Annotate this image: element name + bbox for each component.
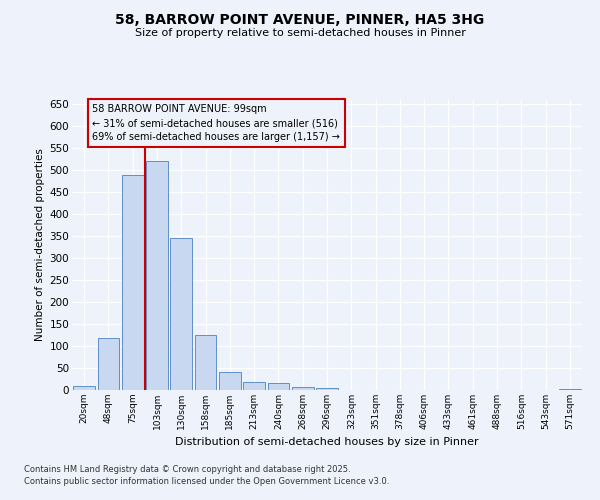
Y-axis label: Number of semi-detached properties: Number of semi-detached properties [35, 148, 46, 342]
X-axis label: Distribution of semi-detached houses by size in Pinner: Distribution of semi-detached houses by … [175, 438, 479, 448]
Bar [559, 388, 581, 390]
Bar [268, 384, 289, 390]
Text: Size of property relative to semi-detached houses in Pinner: Size of property relative to semi-detach… [134, 28, 466, 38]
Bar [194, 334, 217, 390]
Bar [97, 338, 119, 390]
Text: Contains public sector information licensed under the Open Government Licence v3: Contains public sector information licen… [24, 476, 389, 486]
Bar [219, 372, 241, 390]
Text: 58 BARROW POINT AVENUE: 99sqm
← 31% of semi-detached houses are smaller (516)
69: 58 BARROW POINT AVENUE: 99sqm ← 31% of s… [92, 104, 340, 142]
Text: Contains HM Land Registry data © Crown copyright and database right 2025.: Contains HM Land Registry data © Crown c… [24, 466, 350, 474]
Bar [316, 388, 338, 390]
Bar [122, 174, 143, 390]
Bar [292, 387, 314, 390]
Text: 58, BARROW POINT AVENUE, PINNER, HA5 3HG: 58, BARROW POINT AVENUE, PINNER, HA5 3HG [115, 12, 485, 26]
Bar [146, 160, 168, 390]
Bar [170, 238, 192, 390]
Bar [73, 386, 95, 390]
Bar [243, 382, 265, 390]
